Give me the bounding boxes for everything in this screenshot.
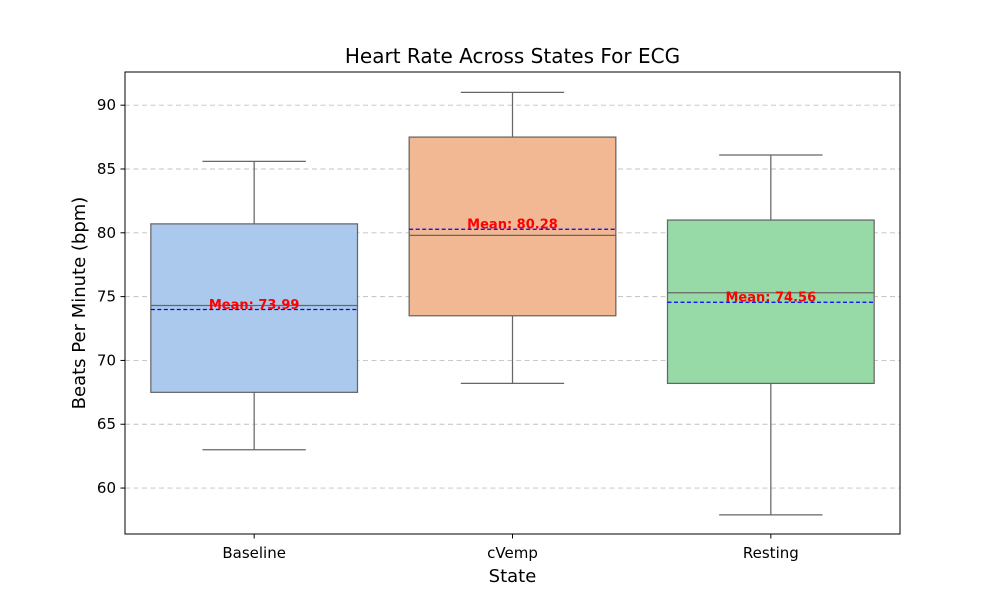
mean-label: Mean: 74.56 (726, 291, 817, 306)
y-tick-label: 90 (97, 96, 116, 114)
x-tick-label: Baseline (222, 544, 286, 562)
chart-title: Heart Rate Across States For ECG (345, 44, 680, 68)
y-tick-label: 60 (97, 479, 116, 497)
x-axis-label: State (489, 566, 537, 587)
y-tick-label: 85 (97, 160, 116, 178)
box-iqr (150, 223, 359, 393)
y-tick-label: 75 (97, 288, 116, 306)
box-group-baseline: Mean: 73.99 (150, 160, 359, 451)
box-series: Mean: 73.99 Mean: 80.28 Mean: 74.56 (150, 91, 875, 516)
y-tick-label: 70 (97, 351, 116, 369)
x-tick-label: Resting (743, 544, 799, 562)
mean-label: Mean: 73.99 (209, 298, 300, 313)
y-tick-label: 80 (97, 224, 116, 242)
box-iqr (408, 136, 617, 317)
y-axis-label: Beats Per Minute (bpm) (69, 197, 90, 410)
y-axis: 60 65 70 75 80 85 90 (97, 96, 125, 497)
box-group-cvemp: Mean: 80.28 (408, 91, 617, 385)
box-group-resting: Mean: 74.56 (666, 154, 875, 516)
x-tick-label: cVemp (487, 544, 538, 562)
mean-label: Mean: 80.28 (467, 218, 558, 233)
y-tick-label: 65 (97, 415, 116, 433)
x-axis: Baseline cVemp Resting (222, 534, 799, 562)
